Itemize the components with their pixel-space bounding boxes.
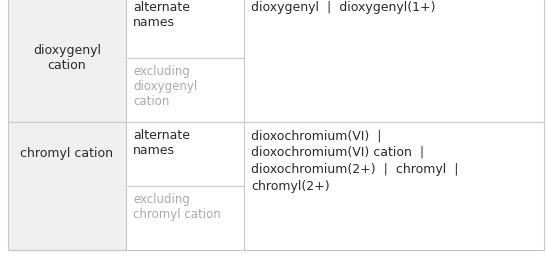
Bar bbox=[126, 0, 244, 58]
Bar bbox=[126, 186, 244, 250]
Bar bbox=[126, 122, 244, 186]
Bar bbox=[8, 0, 126, 122]
Bar bbox=[8, 122, 126, 250]
Text: alternate
names: alternate names bbox=[133, 129, 190, 157]
Text: alternate
names: alternate names bbox=[133, 1, 190, 29]
Text: chromyl cation: chromyl cation bbox=[21, 148, 114, 160]
Bar bbox=[244, 122, 544, 250]
Text: excluding
chromyl cation: excluding chromyl cation bbox=[133, 193, 221, 221]
Bar bbox=[126, 58, 244, 122]
Text: dioxygenyl  |  dioxygenyl(1+): dioxygenyl | dioxygenyl(1+) bbox=[251, 1, 436, 14]
Bar bbox=[244, 0, 544, 122]
Text: excluding
dioxygenyl
cation: excluding dioxygenyl cation bbox=[133, 65, 197, 108]
Text: dioxochromium(VI)  |
dioxochromium(VI) cation  |
dioxochromium(2+)  |  chromyl  : dioxochromium(VI) | dioxochromium(VI) ca… bbox=[251, 129, 459, 193]
Text: dioxygenyl
cation: dioxygenyl cation bbox=[33, 44, 101, 72]
